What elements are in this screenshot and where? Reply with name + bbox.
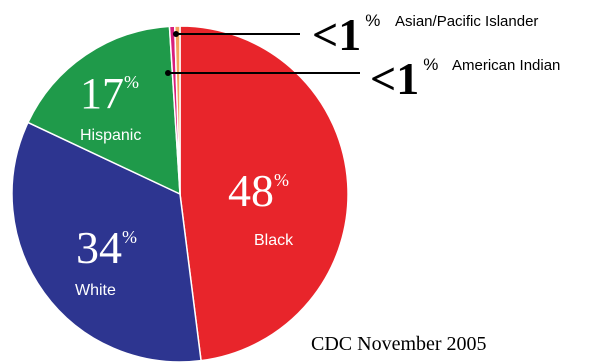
leader-dot-asian-pacific-islander xyxy=(173,31,179,37)
category-label-asian-pacific-islander: Asian/Pacific Islander xyxy=(395,13,538,30)
leader-dot-american-indian xyxy=(165,70,171,76)
category-label-white: White xyxy=(75,282,116,299)
category-label-black: Black xyxy=(254,232,294,249)
value-label-hispanic: 17% xyxy=(80,69,139,118)
pie-slice-black xyxy=(179,25,349,362)
value-label-asian-pacific-islander: <1% xyxy=(312,9,380,60)
value-label-white: 34% xyxy=(76,222,137,273)
category-label-american-indian: American Indian xyxy=(452,57,560,74)
source-note: CDC November 2005 xyxy=(311,333,487,355)
value-label-black: 48% xyxy=(228,165,289,216)
category-label-hispanic: Hispanic xyxy=(80,127,141,144)
pie-slice-hispanic xyxy=(26,25,181,196)
pie-slices xyxy=(11,25,349,362)
value-label-american-indian: <1% xyxy=(370,53,438,104)
pie-slice-asian-pacific-islander xyxy=(173,25,181,195)
